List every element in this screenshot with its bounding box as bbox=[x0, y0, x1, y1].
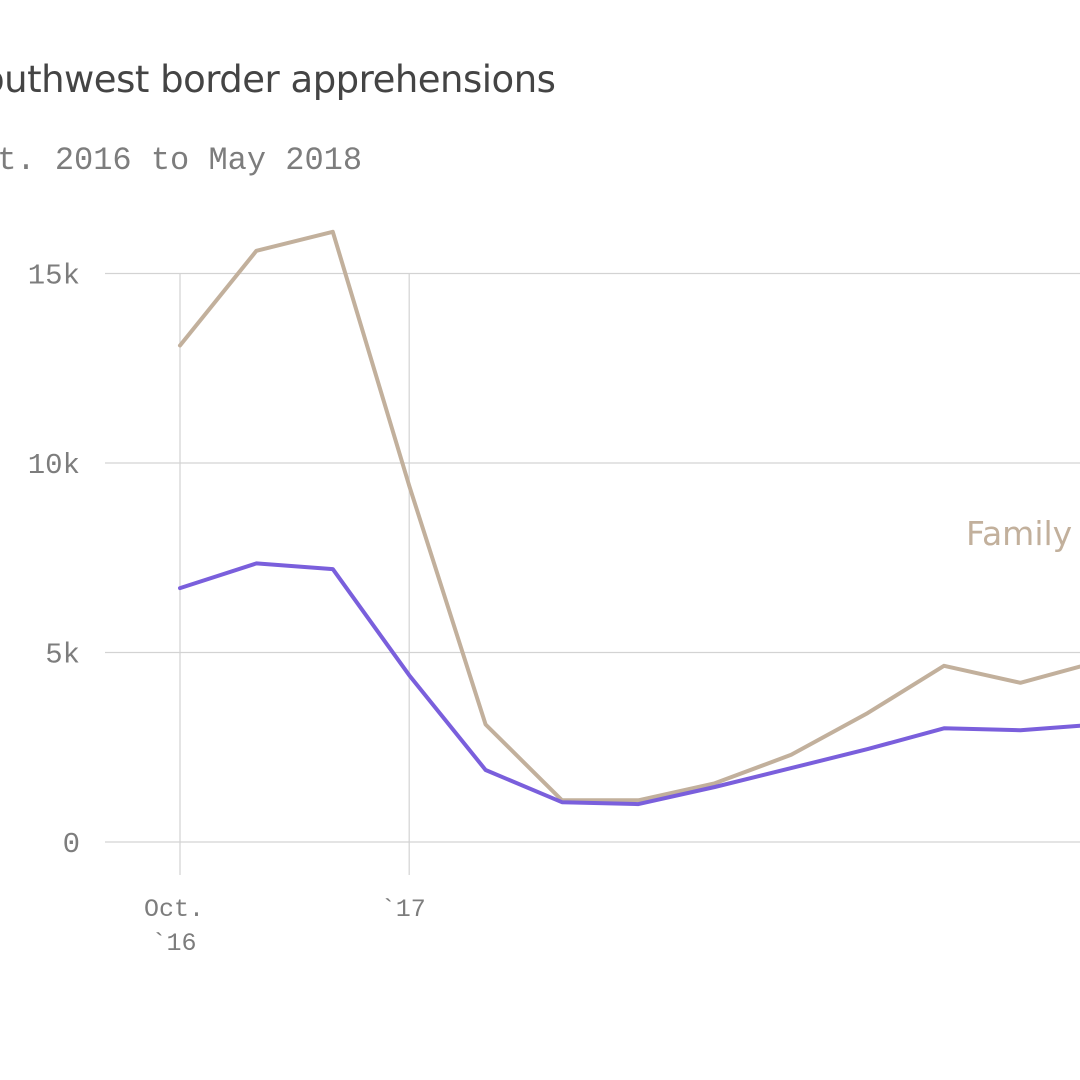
gridlines bbox=[105, 272, 1080, 875]
y-tick-label: 15k bbox=[28, 260, 80, 293]
chart-title: outhwest border apprehensions bbox=[0, 58, 556, 101]
x-tick-label: Oct. `16 bbox=[144, 895, 204, 958]
series-labels: Family bbox=[966, 514, 1072, 553]
series-lines bbox=[178, 229, 1080, 807]
series-line-family bbox=[178, 229, 1080, 803]
chart-subtitle: ct. 2016 to May 2018 bbox=[0, 142, 363, 179]
y-tick-label: 5k bbox=[45, 639, 80, 672]
series-label-family: Family bbox=[966, 514, 1072, 553]
x-tick-label: `17 bbox=[381, 895, 426, 924]
series-line-series-2 bbox=[178, 561, 1080, 807]
y-tick-label: 0 bbox=[63, 828, 80, 861]
y-axis-ticks: 0 5k 10k 15k bbox=[28, 260, 80, 862]
x-axis-ticks: Oct. `16 `17 bbox=[144, 895, 426, 958]
y-tick-label: 10k bbox=[28, 449, 80, 482]
